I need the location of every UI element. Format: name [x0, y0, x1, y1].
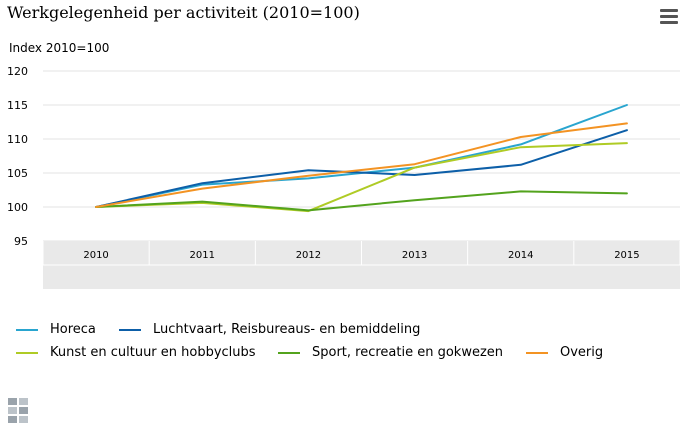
series-line-3[interactable] — [95, 190, 628, 212]
legend-item-overig[interactable]: Overig — [526, 345, 603, 360]
y-tick-label: 100 — [7, 201, 28, 214]
legend-label: Horeca — [50, 322, 96, 337]
y-tick-label: 115 — [7, 99, 28, 112]
x-tick-label: 2012 — [296, 250, 321, 261]
x-tick-label: 2010 — [83, 250, 108, 261]
x-tick-label: 2011 — [190, 250, 215, 261]
legend-item-horeca[interactable]: Horeca — [16, 322, 96, 337]
legend-swatch — [16, 328, 38, 331]
x-tick-label: 2015 — [614, 250, 639, 261]
y-tick-label: 120 — [7, 65, 28, 78]
legend-swatch — [119, 328, 141, 331]
x-tick-labels: 2010 2011 2012 2013 2014 2015 — [83, 250, 639, 261]
cbs-logo-icon — [8, 398, 28, 423]
legend-label: Overig — [560, 345, 604, 360]
y-tick-label: 110 — [7, 133, 28, 146]
y-tick-labels: 95 100 105 110 115 120 — [7, 65, 28, 248]
y-axis-label: Index 2010=100 — [9, 41, 110, 55]
series-line-1[interactable] — [95, 129, 628, 208]
legend-item-luchtvaart[interactable]: Luchtvaart, Reisbureaus- en bemiddeling — [119, 322, 420, 337]
legend-swatch — [16, 351, 38, 354]
legend-item-sport[interactable]: Sport, recreatie en gokwezen — [278, 345, 503, 360]
legend: Horeca Luchtvaart, Reisbureaus- en bemid… — [0, 318, 689, 368]
grid-lines — [43, 70, 680, 242]
legend-item-kunst[interactable]: Kunst en cultuur en hobbyclubs — [16, 345, 256, 360]
hamburger-menu-icon[interactable] — [660, 9, 678, 25]
series-lines — [95, 104, 628, 213]
legend-swatch — [526, 351, 548, 354]
legend-swatch — [278, 351, 300, 354]
x-tick-label: 2013 — [402, 250, 427, 261]
y-tick-label: 95 — [14, 235, 28, 248]
legend-label: Luchtvaart, Reisbureaus- en bemiddeling — [153, 322, 421, 337]
legend-label: Kunst en cultuur en hobbyclubs — [50, 345, 256, 360]
legend-label: Sport, recreatie en gokwezen — [312, 345, 504, 360]
series-line-2[interactable] — [95, 142, 628, 213]
y-tick-label: 105 — [7, 167, 28, 180]
series-line-4[interactable] — [95, 122, 628, 208]
x-axis-band — [42, 241, 681, 289]
x-tick-label: 2014 — [508, 250, 533, 261]
chart-title: Werkgelegenheid per activiteit (2010=100… — [7, 3, 360, 22]
